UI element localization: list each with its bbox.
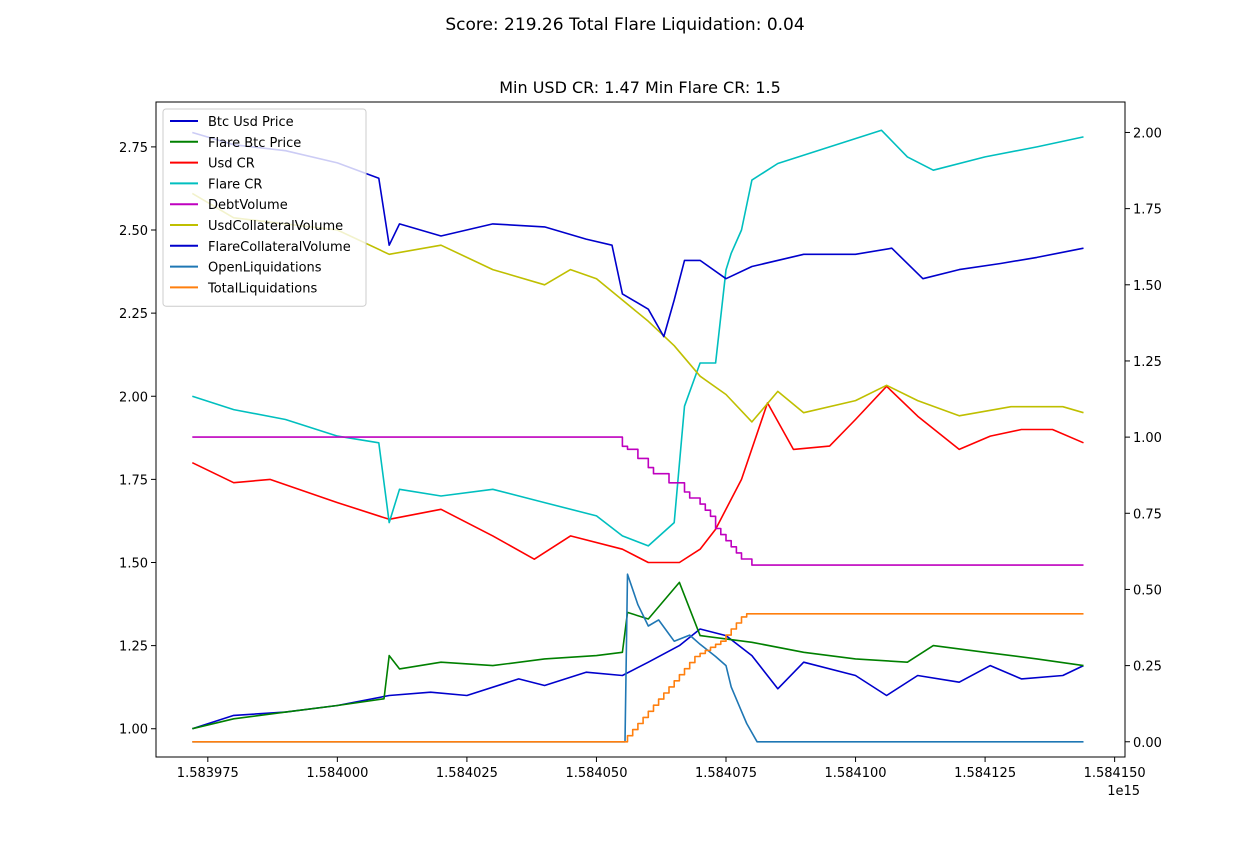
legend-label: OpenLiquidations	[208, 261, 322, 276]
y-right-tick-label: 2.00	[1133, 126, 1162, 141]
x-tick-label: 1.584050	[565, 766, 627, 781]
legend-label: DebtVolume	[208, 198, 288, 213]
plot-frame	[155, 101, 1126, 758]
y-right-tick-label: 0.50	[1133, 583, 1162, 598]
series-line-openliquidations	[192, 573, 1084, 743]
legend-label: FlareCollateralVolume	[208, 240, 351, 255]
x-tick-label: 1.584125	[954, 766, 1016, 781]
legend-label: Flare CR	[208, 177, 262, 192]
axes-title: Min USD CR: 1.47 Min Flare CR: 1.5	[499, 78, 781, 97]
x-tick-label: 1.584100	[825, 766, 887, 781]
x-tick-label: 1.584000	[306, 766, 368, 781]
y-left-tick-label: 2.25	[119, 307, 148, 322]
series-line-flare-btc-price	[192, 581, 1084, 730]
series-line-debtvolume	[192, 436, 1084, 566]
y-left-tick-label: 1.25	[119, 640, 148, 655]
figure-suptitle: Score: 219.26 Total Flare Liquidation: 0…	[445, 15, 804, 35]
series-line-totalliquidations	[192, 612, 1084, 743]
legend-label: Btc Usd Price	[208, 115, 294, 130]
y-left-tick-label: 2.00	[119, 390, 148, 405]
series-line-flarecollateralvolume	[192, 131, 1084, 338]
series-line-btc-usd-price	[192, 628, 1084, 730]
y-left-tick-label: 1.50	[119, 556, 148, 571]
y-right-tick-label: 1.75	[1133, 203, 1162, 218]
x-tick-label: 1.584150	[1084, 766, 1146, 781]
y-right-tick-label: 0.25	[1133, 660, 1162, 675]
y-left-tick-label: 1.00	[119, 723, 148, 738]
series-line-usdcollateralvolume	[191, 192, 1084, 423]
legend-label: TotalLiquidations	[207, 281, 317, 296]
legend-box	[162, 108, 367, 307]
legend-label: Flare Btc Price	[208, 136, 301, 151]
legend: Btc Usd Price Flare Btc Price Usd CR Flare …	[162, 108, 367, 307]
series-layer	[191, 129, 1084, 743]
y-left-tick-label: 2.75	[119, 141, 148, 156]
y-right-tick-label: 0.00	[1133, 736, 1162, 751]
legend-label: UsdCollateralVolume	[208, 219, 343, 234]
x-tick-label: 1.584075	[695, 766, 757, 781]
axes-layer: 1.583975 1.584000 1.584025 1.584050 1.584075…	[119, 101, 1162, 781]
series-line-usd-cr	[191, 385, 1084, 564]
x-tick-label: 1.583975	[177, 766, 239, 781]
y-right-tick-label: 1.25	[1133, 355, 1162, 370]
y-right-tick-label: 1.00	[1133, 431, 1162, 446]
legend-label: Usd CR	[208, 157, 255, 172]
y-left-tick-label: 1.75	[119, 473, 148, 488]
x-tick-label: 1.584025	[436, 766, 498, 781]
series-line-flare-cr	[192, 129, 1084, 547]
y-right-tick-label: 1.50	[1133, 279, 1162, 294]
y-left-tick-label: 2.50	[119, 224, 148, 239]
x-offset-label: 1e15	[1107, 784, 1140, 799]
y-right-tick-label: 0.75	[1133, 507, 1162, 522]
